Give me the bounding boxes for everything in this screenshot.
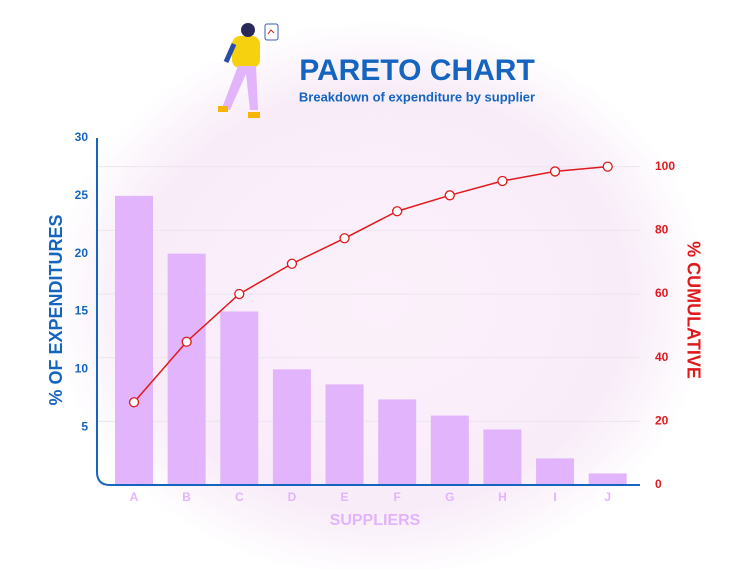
bar <box>430 415 469 485</box>
chart-subtitle: Breakdown of expenditure by supplier <box>299 89 535 104</box>
illustration <box>218 23 279 118</box>
line-marker <box>444 190 455 201</box>
bar <box>272 369 311 485</box>
line-marker <box>497 175 508 187</box>
x-tick-label: J <box>604 490 611 504</box>
y2-tick-label: 40 <box>655 350 669 364</box>
bar <box>115 195 154 486</box>
bar <box>220 311 259 485</box>
x-tick-label: I <box>553 490 556 504</box>
line-marker <box>286 258 298 269</box>
y-tick-label: 30 <box>75 130 89 144</box>
bar <box>378 399 417 485</box>
y-axis-title: % OF EXPENDITURES <box>46 214 66 405</box>
x-tick-label: D <box>288 490 297 504</box>
line-marker <box>549 166 561 177</box>
y2-tick-label: 60 <box>655 286 669 300</box>
y2-axis-title: % CUMULATIVE <box>683 241 703 379</box>
y-tick-label: 15 <box>75 304 89 318</box>
x-tick-label: A <box>130 490 139 504</box>
x-tick-label: E <box>341 490 349 504</box>
x-tick-label: H <box>498 490 507 504</box>
line <box>133 165 608 403</box>
y-tick-label: 10 <box>75 362 89 376</box>
x-tick-label: G <box>445 490 454 504</box>
axis-line <box>96 138 640 486</box>
bar <box>483 429 522 485</box>
bar <box>588 473 627 485</box>
y2-tick-label: 80 <box>655 222 669 236</box>
bar <box>325 384 364 485</box>
bar <box>167 253 206 485</box>
x-tick-label: C <box>235 490 244 504</box>
line-marker <box>128 397 140 408</box>
line-marker <box>181 336 192 347</box>
bar <box>536 458 575 485</box>
line-marker <box>392 206 403 217</box>
line-marker <box>234 288 245 300</box>
y2-tick-label: 100 <box>655 159 675 173</box>
x-tick-label: B <box>182 490 191 504</box>
x-tick-label: F <box>393 490 400 504</box>
x-axis-title: SUPPLIERS <box>330 512 421 529</box>
y2-tick-label: 0 <box>655 477 662 491</box>
background-blob <box>50 20 710 570</box>
y-tick-label: 5 <box>81 419 88 433</box>
line-marker <box>339 233 350 244</box>
y2-tick-label: 20 <box>655 414 669 428</box>
y-tick-label: 20 <box>75 246 89 260</box>
plot <box>115 161 627 486</box>
chart-title: PARETO CHART <box>299 54 535 87</box>
line-marker <box>602 161 613 172</box>
y-tick-label: 25 <box>75 188 89 202</box>
